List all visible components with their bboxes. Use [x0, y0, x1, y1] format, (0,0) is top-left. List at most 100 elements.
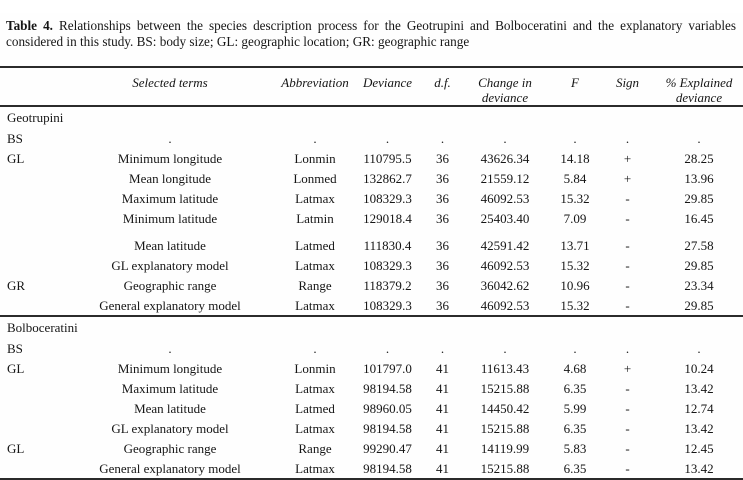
cell-deviance: 110795.5	[363, 150, 412, 166]
cell-sign: .	[625, 130, 630, 146]
cell-explained-deviance: 27.58	[684, 237, 714, 253]
cell-deviance: 108329.3	[363, 190, 412, 206]
table-row: Maximum latitude Latmax 98194.58 41 1521…	[0, 378, 743, 398]
col-header-selected-terms: Selected terms	[60, 67, 280, 108]
cell-abbreviation: Latmed	[295, 237, 335, 253]
cell-abbreviation: Latmax	[295, 190, 335, 206]
cell-change-in-deviance: 46092.53	[480, 190, 530, 206]
cell-abbreviation: Lonmin	[294, 360, 336, 376]
cell-explained-deviance: 16.45	[684, 210, 714, 226]
cell-change-in-deviance: 14119.99	[480, 440, 530, 456]
cell-selected-term: GL explanatory model	[111, 257, 229, 273]
cell-df: 41	[436, 400, 449, 416]
section-name: Geotrupini	[7, 110, 64, 126]
table-row: GL Minimum longitude Lonmin 101797.0 41 …	[0, 358, 743, 378]
cell-deviance: .	[385, 340, 390, 356]
cell-explained-deviance: 12.45	[684, 440, 714, 456]
cell-deviance: 98960.05	[363, 400, 412, 416]
cell-explained-deviance: 10.24	[684, 360, 714, 376]
cell-group: GL	[7, 440, 25, 456]
table-caption-label: Table 4.	[6, 18, 53, 34]
cell-sign: -	[625, 400, 630, 416]
cell-change-in-deviance: 14450.42	[480, 400, 530, 416]
cell-df: 36	[436, 210, 449, 226]
table-row: Mean longitude Lonmed 132862.7 36 21559.…	[0, 168, 743, 188]
cell-f: 5.99	[563, 400, 587, 416]
cell-selected-term: Mean latitude	[134, 400, 206, 416]
cell-abbreviation: .	[313, 340, 317, 356]
cell-f: 15.32	[560, 297, 590, 313]
cell-sign: +	[623, 170, 632, 186]
cell-sign: -	[625, 257, 630, 273]
cell-selected-term: General explanatory model	[99, 460, 241, 476]
cell-explained-deviance: .	[697, 340, 701, 356]
cell-selected-term: Minimum longitude	[117, 360, 223, 376]
cell-f: 6.35	[563, 460, 587, 476]
cell-deviance: .	[385, 130, 390, 146]
cell-selected-term: Mean latitude	[134, 237, 206, 253]
cell-selected-term: GL explanatory model	[111, 420, 229, 436]
cell-deviance: 111830.4	[363, 237, 412, 253]
cell-explained-deviance: .	[697, 130, 701, 146]
cell-change-in-deviance: 46092.53	[480, 297, 530, 313]
cell-change-in-deviance: 21559.12	[480, 170, 530, 186]
section-name: Bolboceratini	[0, 315, 743, 339]
cell-selected-term: Minimum longitude	[117, 150, 223, 166]
cell-group	[0, 208, 60, 228]
cell-group	[0, 398, 60, 418]
table-row: GL explanatory model Latmax 108329.3 36 …	[0, 255, 743, 275]
cell-change-in-deviance: 25403.40	[480, 210, 530, 226]
cell-selected-term: .	[168, 340, 172, 356]
cell-deviance: 98194.58	[363, 380, 412, 396]
cell-group	[0, 255, 60, 275]
cell-change-in-deviance: 15215.88	[480, 380, 530, 396]
cell-f: 5.83	[563, 440, 587, 456]
cell-group	[0, 378, 60, 398]
cell-change-in-deviance: .	[503, 130, 507, 146]
table-row: General explanatory model Latmax 108329.…	[0, 295, 743, 316]
table-caption-text: Relationships between the species descri…	[6, 18, 737, 50]
cell-sign: -	[625, 210, 630, 226]
table-row: Mean latitude Latmed 111830.4 36 42591.4…	[0, 228, 743, 255]
cell-abbreviation: Latmax	[295, 460, 335, 476]
cell-f: .	[573, 130, 577, 146]
cell-abbreviation: Latmax	[295, 257, 335, 273]
cell-explained-deviance: 29.85	[684, 297, 714, 313]
col-header-sign: Sign	[600, 67, 655, 108]
stats-table: Selected terms Abbreviation Deviance d.f…	[0, 66, 743, 480]
cell-abbreviation: Lonmin	[294, 150, 336, 166]
table-caption: Table 4. Relationships between the speci…	[0, 13, 743, 53]
table-row: GL explanatory model Latmax 98194.58 41 …	[0, 418, 743, 438]
cell-sign: .	[625, 340, 630, 356]
cell-group	[0, 168, 60, 188]
cell-selected-term: Maximum latitude	[121, 380, 219, 396]
cell-df: 41	[436, 420, 449, 436]
cell-explained-deviance: 13.42	[684, 380, 714, 396]
cell-group: BS	[7, 130, 23, 146]
paper-page: Table 4. Relationships between the speci…	[0, 13, 743, 480]
cell-group: BS	[7, 340, 23, 356]
section-header-row: Bolboceratini	[0, 315, 743, 339]
cell-deviance: 108329.3	[363, 257, 412, 273]
table-row: Minimum latitude Latmin 129018.4 36 2540…	[0, 208, 743, 228]
cell-explained-deviance: 28.25	[684, 150, 714, 166]
cell-explained-deviance: 13.42	[684, 420, 714, 436]
section-header-row: Geotrupini	[0, 106, 743, 128]
table-row: GL Geographic range Range 99290.47 41 14…	[0, 438, 743, 458]
cell-change-in-deviance: 42591.42	[480, 237, 530, 253]
cell-df: 36	[436, 170, 449, 186]
cell-deviance: 132862.7	[363, 170, 412, 186]
col-header-deviance: Deviance	[350, 67, 425, 108]
cell-explained-deviance: 13.42	[684, 460, 714, 476]
cell-deviance: 118379.2	[363, 277, 412, 293]
cell-sign: -	[625, 460, 630, 476]
cell-sign: +	[623, 360, 632, 376]
cell-abbreviation: Range	[298, 440, 332, 456]
cell-group: GL	[7, 150, 25, 166]
cell-sign: -	[625, 420, 630, 436]
cell-sign: -	[625, 277, 630, 293]
cell-df: 41	[436, 440, 449, 456]
cell-deviance: 98194.58	[363, 460, 412, 476]
cell-deviance: 101797.0	[363, 360, 412, 376]
table-row: BS . . . . . . . .	[0, 338, 743, 358]
